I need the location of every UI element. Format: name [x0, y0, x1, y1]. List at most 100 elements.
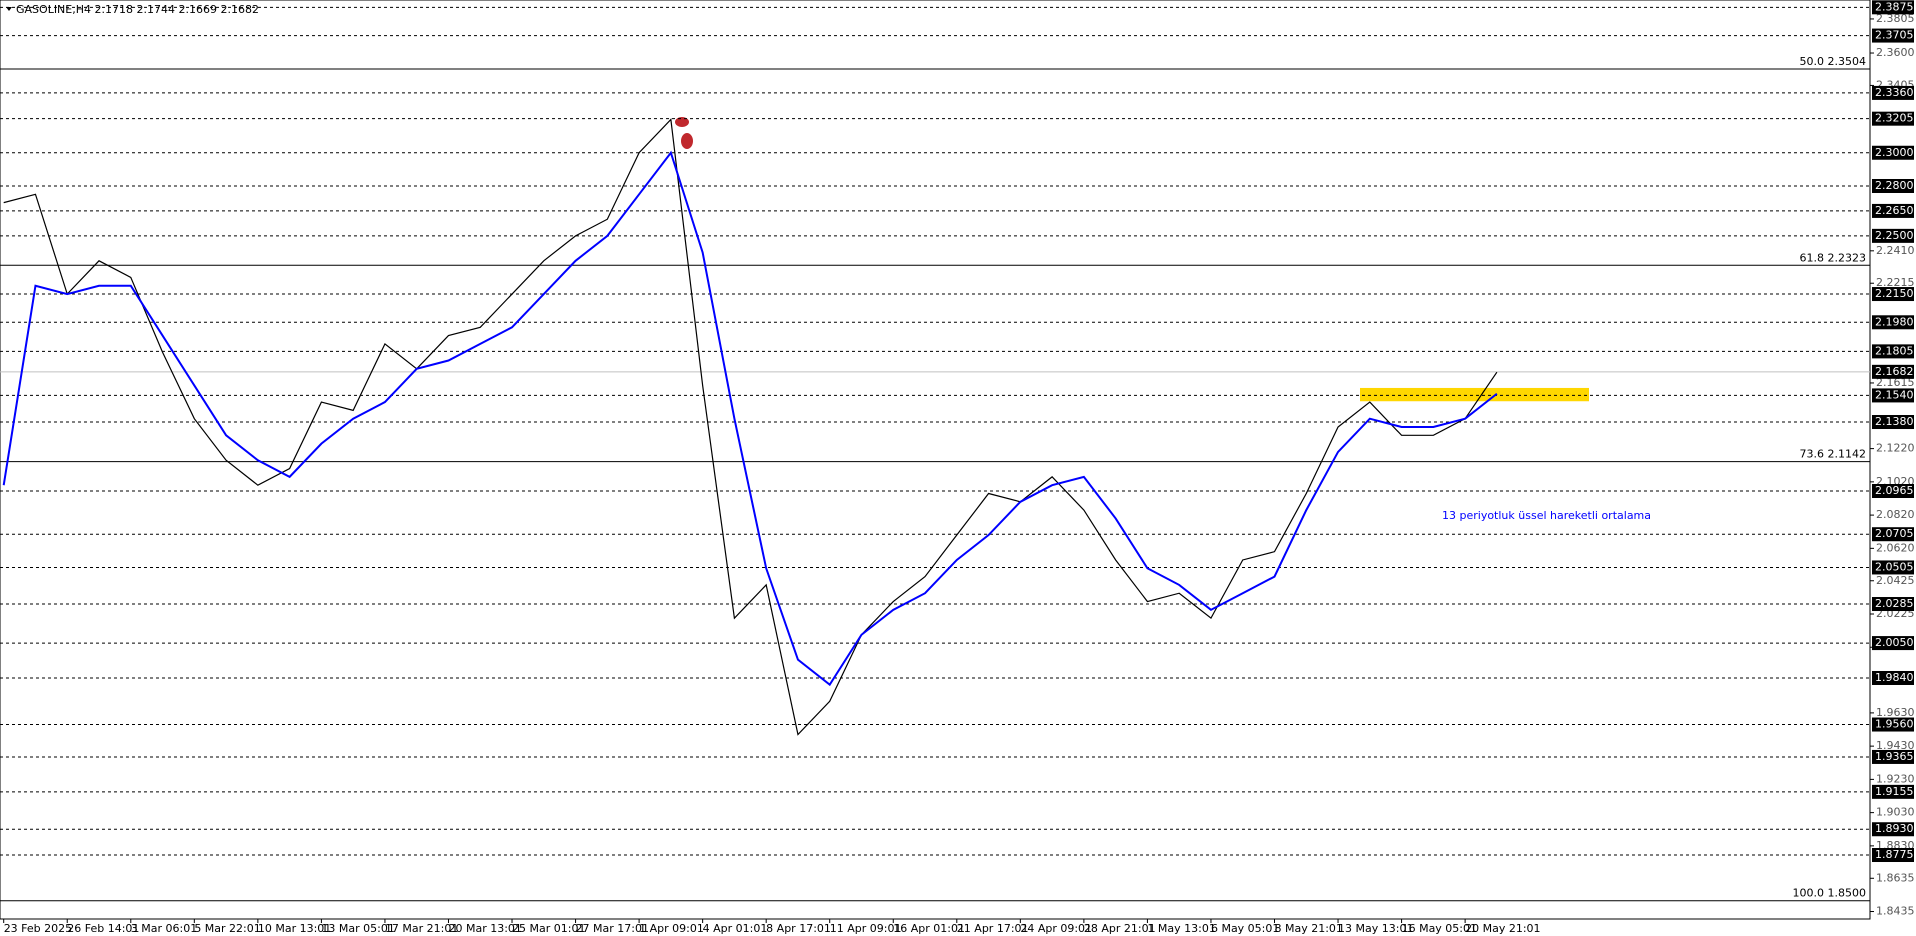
annotation: 13 periyotluk üssel hareketli ortalama: [1442, 509, 1651, 522]
level-label: 1.9155: [1875, 785, 1914, 798]
x-tick-label: 6 May 05:01: [1211, 922, 1279, 935]
menu-triangle: [6, 7, 12, 11]
plot-frame: [0, 0, 1871, 920]
y-tick-label: 2.2215: [1876, 276, 1915, 289]
price-line: [3, 118, 1498, 736]
marker: [675, 117, 689, 127]
x-tick-label: 28 Apr 21:01: [1084, 922, 1156, 935]
level-label: 2.2800: [1875, 179, 1914, 192]
level-box: [1872, 717, 1914, 732]
level-label: 2.3360: [1875, 86, 1914, 99]
level-label: 2.0705: [1875, 527, 1914, 540]
symbol: GASOLINE,H4: [16, 3, 91, 16]
level-box: [1872, 848, 1914, 863]
ema-line: [2, 150, 1498, 687]
chart-header: GASOLINE,H4 2.1718 2.1744 2.1669 2.1682: [16, 3, 259, 16]
level-label: 2.3205: [1875, 112, 1914, 125]
level-box: [1872, 822, 1914, 837]
level-label: 2.1805: [1875, 344, 1914, 357]
level-label: 2.2650: [1875, 204, 1914, 217]
y-tick-label: 2.1220: [1876, 442, 1915, 455]
fib-label: 73.6 2.1142: [1800, 448, 1866, 461]
level-box: [1872, 28, 1914, 43]
level-box: [1872, 315, 1914, 330]
level-box: [1872, 415, 1914, 430]
highlight-zone: [1360, 387, 1589, 402]
y-tick-label: 2.3805: [1876, 12, 1915, 25]
level-label: 2.2500: [1875, 229, 1914, 242]
level-label: 2.0285: [1875, 597, 1914, 610]
x-tick-label: 4 Apr 01:01: [703, 922, 768, 935]
y-tick-label: 1.9230: [1876, 772, 1915, 785]
fib-label: 50.0 2.3504: [1800, 55, 1866, 68]
level-label: 2.0965: [1875, 484, 1914, 497]
x-tick-label: 26 Feb 14:01: [67, 922, 139, 935]
level-box: [1872, 364, 1914, 379]
y-tick-label: 1.8635: [1876, 871, 1915, 884]
quote-close: 2.1682: [221, 3, 260, 16]
quote-open: 2.1718: [95, 3, 134, 16]
x-tick-label: 8 May 21:01: [1275, 922, 1343, 935]
quote-low: 2.1669: [179, 3, 218, 16]
level-label: 2.0505: [1875, 560, 1914, 573]
y-tick-label: 2.1615: [1876, 376, 1915, 389]
level-box: [1872, 670, 1914, 685]
level-label: 1.8930: [1875, 822, 1914, 835]
level-box: [1872, 287, 1914, 302]
y-tick-label: 1.9030: [1876, 806, 1915, 819]
y-tick-label: 1.9430: [1876, 739, 1915, 752]
y-tick-label: 2.0620: [1876, 541, 1915, 554]
level-box: [1872, 560, 1914, 575]
x-tick-label: 8 Apr 17:01: [766, 922, 831, 935]
level-box: [1872, 344, 1914, 359]
level-box: [1872, 178, 1914, 193]
level-box: [1872, 749, 1914, 764]
x-tick-label: 3 Mar 06:01: [131, 922, 197, 935]
level-label: 1.9365: [1875, 750, 1914, 763]
level-box: [1872, 388, 1914, 403]
level-box: [1872, 483, 1914, 498]
x-tick-label: 1 Apr 09:01: [639, 922, 704, 935]
y-tick-label: 2.0425: [1876, 574, 1915, 587]
x-tick-label: 23 Feb 2025: [4, 922, 72, 935]
x-tick-label: 13 May 13:01: [1338, 922, 1413, 935]
level-label: 2.3875: [1875, 0, 1914, 13]
level-label: 1.8775: [1875, 848, 1914, 861]
y-tick-label: 2.0820: [1876, 508, 1915, 521]
marker: [681, 133, 693, 149]
x-tick-label: 13 Mar 05:01: [321, 922, 394, 935]
x-tick-label: 20 Mar 13:01: [448, 922, 521, 935]
x-tick-label: 5 Mar 22:01: [194, 922, 260, 935]
level-box: [1872, 784, 1914, 799]
level-label: 2.1980: [1875, 315, 1914, 328]
x-tick-label: 17 Mar 21:01: [385, 922, 458, 935]
fib-label: 61.8 2.2323: [1800, 251, 1866, 264]
level-box: [1872, 228, 1914, 243]
x-tick-label: 10 Mar 13:01: [258, 922, 331, 935]
level-box: [1872, 145, 1914, 160]
quote-high: 2.1744: [137, 3, 176, 16]
x-tick-label: 16 May 05:01: [1402, 922, 1477, 935]
level-label: 1.9560: [1875, 718, 1914, 731]
level-label: 2.3705: [1875, 29, 1914, 42]
x-tick-label: 16 Apr 01:01: [893, 922, 965, 935]
x-tick-label: 1 May 13:01: [1147, 922, 1215, 935]
level-label: 1.9840: [1875, 671, 1914, 684]
x-tick-label: 24 Apr 09:01: [1020, 922, 1092, 935]
x-tick-label: 11 Apr 09:01: [830, 922, 902, 935]
level-box: [1872, 527, 1914, 542]
y-tick-label: 1.9630: [1876, 706, 1915, 719]
level-box: [1872, 636, 1914, 651]
level-label: 2.2150: [1875, 287, 1914, 300]
x-tick-label: 25 Mar 01:01: [512, 922, 585, 935]
level-label: 2.0050: [1875, 636, 1914, 649]
x-tick-label: 21 Apr 17:01: [957, 922, 1029, 935]
level-box: [1872, 597, 1914, 612]
y-tick-label: 2.3600: [1876, 46, 1915, 59]
y-tick-label: 1.8435: [1876, 905, 1915, 918]
x-tick-label: 27 Mar 17:01: [576, 922, 649, 935]
level-label: 2.1540: [1875, 388, 1914, 401]
level-box: [1872, 203, 1914, 218]
level-label: 2.3000: [1875, 146, 1914, 159]
